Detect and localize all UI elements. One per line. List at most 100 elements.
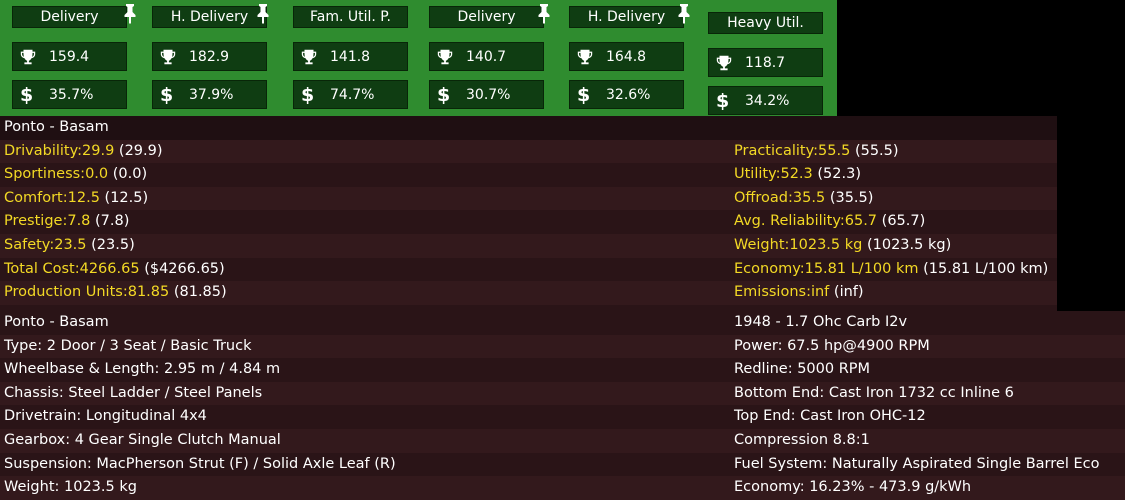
stat-label: Prestige: <box>4 213 68 230</box>
pin-icon[interactable] <box>122 3 138 25</box>
stat-label: Offroad: <box>734 189 793 206</box>
stat-entry: Utility:52.3 (52.3) <box>734 163 861 187</box>
detail-left: Drivetrain: Longitudinal 4x4 <box>4 408 207 425</box>
stat-value: 81.85 <box>127 284 170 301</box>
stat-label: Sportiness: <box>4 166 86 183</box>
stat-entry: Comfort:12.5 (12.5) <box>4 187 148 211</box>
stat-label: Emissions: <box>734 284 811 301</box>
detail-right: Compression 8.8:1 <box>734 432 870 448</box>
stat-value: 29.9 <box>82 142 115 159</box>
detail-row: Type: 2 Door / 3 Seat / Basic Truck Power… <box>0 334 1125 359</box>
market-title: Delivery <box>429 6 544 28</box>
stat-entry: Sportiness:0.0 (0.0) <box>4 163 147 187</box>
stat-reference: (15.81 L/100 km) <box>923 260 1049 277</box>
detail-left: Chassis: Steel Ladder / Steel Panels <box>4 384 263 401</box>
stat-value: 15.81 L/100 km <box>804 260 919 277</box>
stat-reference: (29.9) <box>118 142 163 159</box>
stat-row: Comfort:12.5 (12.5) Offroad:35.5 (35.5) <box>0 186 1057 211</box>
dollar-icon: $ <box>20 84 34 106</box>
trophy-icon <box>159 48 177 66</box>
stat-reference: (0.0) <box>112 166 148 183</box>
stat-value: 12.5 <box>67 189 100 206</box>
stat-entry: Economy:15.81 L/100 km (15.81 L/100 km) <box>734 258 1048 282</box>
detail-right: Bottom End: Cast Iron 1732 cc Inline 6 <box>734 384 1014 401</box>
detail-row: Drivetrain: Longitudinal 4x4 Top End: Cas… <box>0 405 1125 429</box>
stat-value: 0.0 <box>85 166 109 183</box>
details-panel: Ponto - Basam 1948 - 1.7 Ohc Carb I2v Type… <box>0 311 1125 500</box>
trophy-icon <box>19 48 37 66</box>
share-value: 34.2% <box>745 93 790 109</box>
stat-value: 52.3 <box>780 166 813 183</box>
stat-reference: (7.8) <box>95 213 130 230</box>
share-box: $32.6% <box>569 80 684 109</box>
stat-value: 35.5 <box>792 189 826 206</box>
score-box: 182.9 <box>152 42 267 71</box>
stat-reference: (inf) <box>833 284 864 301</box>
score-box: 159.4 <box>12 42 127 71</box>
detail-right: Top End: Cast Iron OHC-12 <box>734 408 926 425</box>
detail-row: Weight: 1023.5 kg Economy: 16.23% - 473.9… <box>0 476 1125 500</box>
stat-value: 1023.5 kg <box>789 237 863 253</box>
trophy-icon <box>436 48 454 66</box>
stat-row: Total Cost:4266.65 ($4266.65) Economy:15.… <box>0 257 1057 282</box>
stat-label: Drivability: <box>4 142 83 159</box>
stat-entry: Practicality:55.5 (55.5) <box>734 140 899 164</box>
stat-value: 4266.65 <box>79 260 140 277</box>
detail-row: Gearbox: 4 Gear Single Clutch Manual Comp… <box>0 429 1125 453</box>
pin-icon[interactable] <box>255 3 271 25</box>
stat-entry: Avg. Reliability:65.7 (65.7) <box>734 210 925 234</box>
share-box: $74.7% <box>293 80 408 109</box>
stat-label: Total Cost: <box>4 260 80 277</box>
stat-row: Production Units:81.85 (81.85) Emissions:… <box>0 281 1057 305</box>
detail-row: Suspension: MacPherson Strut (F) / Solid… <box>0 452 1125 477</box>
share-box: $34.2% <box>708 86 823 115</box>
dollar-icon: $ <box>716 90 730 112</box>
detail-left: Wheelbase & Length: 2.95 m / 4.84 m <box>4 361 281 378</box>
stat-label: Weight: <box>734 237 790 253</box>
stat-label: Economy: <box>734 260 805 277</box>
score-box: 164.8 <box>569 42 684 71</box>
stat-entry: Total Cost:4266.65 ($4266.65) <box>4 258 225 282</box>
stat-row: Prestige:7.8 (7.8) Avg. Reliability:65.7 … <box>0 210 1057 234</box>
stat-reference: ($4266.65) <box>144 260 225 277</box>
detail-right: Fuel System: Naturally Aspirated Single … <box>734 455 1100 472</box>
stat-value: 55.5 <box>818 142 851 159</box>
stat-entry: Drivability:29.9 (29.9) <box>4 140 163 164</box>
stat-label: Practicality: <box>734 142 819 159</box>
detail-row: Chassis: Steel Ladder / Steel Panels Bott… <box>0 381 1125 406</box>
stat-value: 23.5 <box>54 237 87 253</box>
stat-entry: Production Units:81.85 (81.85) <box>4 281 227 305</box>
score-value: 164.8 <box>606 49 647 65</box>
stats-header-row: Ponto - Basam <box>0 116 1057 140</box>
stat-value: inf <box>810 284 830 301</box>
market-title: H. Delivery <box>152 6 267 28</box>
share-box: $35.7% <box>12 80 127 109</box>
stat-entry: Safety:23.5 (23.5) <box>4 234 135 258</box>
score-box: 141.8 <box>293 42 408 71</box>
stat-label: Utility: <box>734 166 781 183</box>
score-value: 141.8 <box>330 49 371 65</box>
detail-left: Gearbox: 4 Gear Single Clutch Manual <box>4 432 281 448</box>
stat-reference: (1023.5 kg) <box>866 237 952 253</box>
detail-left: Type: 2 Door / 3 Seat / Basic Truck <box>4 337 252 354</box>
score-box: 118.7 <box>708 48 823 77</box>
stat-row: Drivability:29.9 (29.9) Practicality:55.5… <box>0 139 1057 164</box>
share-box: $30.7% <box>429 80 544 109</box>
stat-row: Safety:23.5 (23.5) Weight:1023.5 kg (1023… <box>0 234 1057 258</box>
market-title: Fam. Util. P. <box>293 6 408 28</box>
stat-entry: Weight:1023.5 kg (1023.5 kg) <box>734 234 951 258</box>
pin-icon[interactable] <box>536 3 552 25</box>
score-box: 140.7 <box>429 42 544 71</box>
detail-row: Wheelbase & Length: 2.95 m / 4.84 m Redli… <box>0 358 1125 382</box>
stat-label: Comfort: <box>4 189 68 206</box>
stat-value: 65.7 <box>844 213 878 230</box>
pin-icon[interactable] <box>676 3 692 25</box>
stats-header: Ponto - Basam <box>4 119 109 135</box>
detail-left: Suspension: MacPherson Strut (F) / Solid… <box>4 455 396 472</box>
detail-right: Economy: 16.23% - 473.9 g/kWh <box>734 479 972 496</box>
stat-entry: Offroad:35.5 (35.5) <box>734 187 873 211</box>
detail-left: Weight: 1023.5 kg <box>4 479 137 496</box>
share-value: 32.6% <box>606 87 651 103</box>
stat-reference: (55.5) <box>854 142 899 159</box>
score-value: 159.4 <box>49 49 90 65</box>
